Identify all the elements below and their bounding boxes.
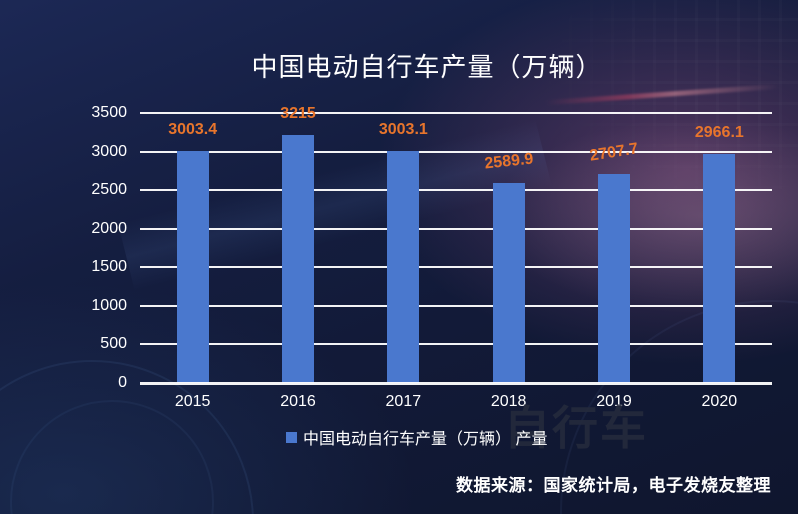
- legend: 中国电动自行车产量（万辆） 产量: [286, 425, 547, 449]
- gridline-3500: [140, 112, 772, 114]
- gridline-1500: [140, 266, 772, 269]
- y-axis-tick-label: 1500: [91, 258, 127, 276]
- y-axis-tick-label: 3500: [91, 104, 127, 121]
- bar-value-label: 2966.1: [694, 124, 744, 142]
- bar-2020: [703, 154, 736, 383]
- gridline-2500: [140, 189, 772, 192]
- x-axis-tick-label: 2016: [280, 393, 316, 410]
- y-axis-tick-label: 3000: [91, 142, 127, 160]
- gridline-2000: [140, 227, 772, 230]
- watermark-text: 自行车: [504, 402, 648, 454]
- y-axis-tick-label: 2500: [91, 181, 127, 199]
- gridline-1000: [140, 304, 772, 307]
- y-axis-tick-label: 500: [100, 335, 127, 353]
- x-axis-tick-label: 2019: [596, 393, 632, 410]
- bar-2018: [492, 183, 525, 383]
- bar-2019: [598, 174, 630, 383]
- x-axis-tick-label: 2018: [490, 393, 527, 410]
- bar-2015: [176, 151, 209, 383]
- legend-series-marker: [286, 431, 297, 443]
- gridline-3000: [140, 150, 772, 153]
- background-grille-texture: [548, 0, 798, 210]
- y-axis-tick-label: 0: [118, 374, 127, 391]
- background-arc: [10, 400, 214, 514]
- x-axis-baseline: [140, 382, 772, 385]
- y-axis-tick-label: 2000: [91, 219, 127, 237]
- bar-value-label: 3003.4: [168, 121, 218, 139]
- x-axis-tick-label: 2015: [174, 393, 211, 410]
- background-red-streak: [545, 83, 780, 106]
- bar-value-label: 2707.7: [588, 140, 640, 165]
- chart-title: 中国电动自行车产量（万辆）: [251, 52, 603, 82]
- bar-2017: [387, 151, 420, 383]
- bar-value-label: 3215: [280, 104, 316, 122]
- legend-series-label: 中国电动自行车产量（万辆） 产量: [303, 431, 548, 448]
- x-axis-tick-label: 2020: [701, 393, 738, 410]
- x-axis-tick-label: 2017: [385, 393, 422, 410]
- bar-2016: [282, 134, 314, 383]
- source-note: 数据来源：国家统计局，电子发烧友整理: [456, 476, 771, 495]
- gridline-500: [140, 343, 772, 346]
- bar-value-label: 3003.1: [378, 121, 428, 139]
- y-axis-tick-label: 1000: [91, 296, 127, 314]
